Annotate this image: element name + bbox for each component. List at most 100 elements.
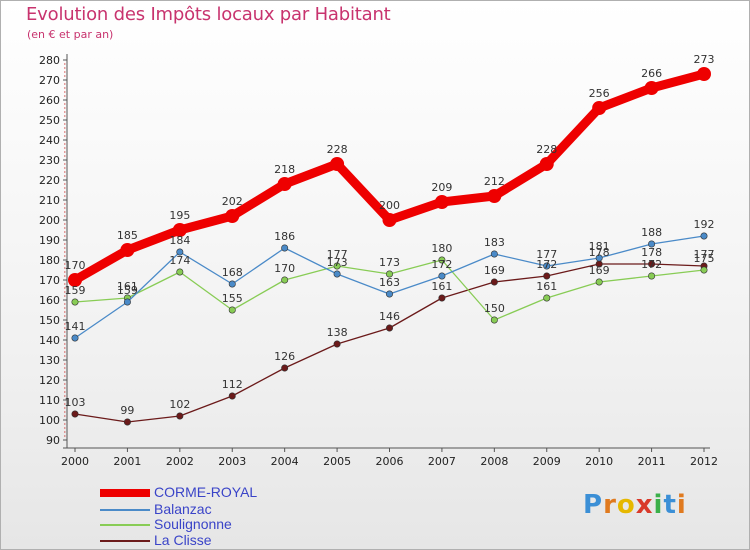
data-point xyxy=(539,157,554,171)
data-label: 161 xyxy=(431,280,452,293)
legend-swatch xyxy=(100,540,150,542)
data-label: 228 xyxy=(327,143,348,156)
data-point xyxy=(123,298,131,306)
data-label: 172 xyxy=(641,258,662,271)
y-tick-label: 230 xyxy=(39,154,60,167)
y-minor-tick xyxy=(64,75,66,77)
y-minor-tick xyxy=(64,311,66,313)
data-label: 173 xyxy=(327,256,348,269)
y-minor-tick xyxy=(64,151,66,153)
y-tick-label: 210 xyxy=(39,194,60,207)
data-label: 155 xyxy=(222,292,243,305)
y-minor-tick xyxy=(64,211,66,213)
x-tick-label: 2000 xyxy=(61,455,89,468)
y-minor-tick xyxy=(64,175,66,177)
data-label: 126 xyxy=(274,350,295,363)
legend-swatch xyxy=(100,489,150,497)
logo-letter: P xyxy=(583,490,604,520)
x-tick-label: 2007 xyxy=(428,455,456,468)
data-label: 177 xyxy=(327,248,348,261)
data-label: 273 xyxy=(694,53,715,66)
data-point xyxy=(228,306,236,314)
y-minor-tick xyxy=(64,91,66,93)
y-minor-tick xyxy=(64,375,66,377)
legend-swatch xyxy=(100,524,150,526)
data-point xyxy=(68,273,82,287)
y-minor-tick xyxy=(64,143,66,145)
legend-swatch xyxy=(100,509,150,511)
data-label: 150 xyxy=(484,302,505,315)
data-label: 184 xyxy=(169,234,190,247)
legend-label: Soulignonne xyxy=(154,516,232,532)
y-minor-tick xyxy=(64,131,66,133)
data-label: 169 xyxy=(589,264,610,277)
data-point xyxy=(595,278,603,286)
y-minor-tick xyxy=(64,267,66,269)
x-tick-label: 2009 xyxy=(533,455,561,468)
data-label: 102 xyxy=(169,398,190,411)
data-label: 181 xyxy=(589,240,610,253)
data-point xyxy=(648,240,656,248)
data-point xyxy=(487,189,502,203)
data-point xyxy=(71,298,79,306)
data-point xyxy=(71,334,79,342)
data-point xyxy=(281,276,289,284)
legend-item-la-clisse[interactable]: La Clisse xyxy=(100,532,360,550)
y-tick-label: 130 xyxy=(39,354,60,367)
y-tick-label: 90 xyxy=(46,434,60,447)
data-label: 103 xyxy=(65,396,86,409)
data-label: 183 xyxy=(484,236,505,249)
data-point xyxy=(333,270,341,278)
y-minor-tick xyxy=(64,327,66,329)
data-label: 185 xyxy=(117,229,138,242)
data-point xyxy=(225,209,240,223)
y-minor-tick xyxy=(64,415,66,417)
y-minor-tick xyxy=(64,163,66,165)
y-minor-tick xyxy=(64,395,66,397)
logo-letter: x xyxy=(635,490,654,520)
y-tick-label: 100 xyxy=(39,414,60,427)
data-point xyxy=(120,243,135,257)
y-minor-tick xyxy=(64,223,66,225)
data-point xyxy=(697,67,711,81)
legend-item-soulignonne[interactable]: Soulignonne xyxy=(100,516,360,534)
y-minor-tick xyxy=(64,235,66,237)
y-minor-tick xyxy=(64,231,66,233)
legend-item-corme-royal[interactable]: CORME-ROYAL xyxy=(100,484,360,502)
y-minor-tick xyxy=(64,103,66,105)
y-minor-tick xyxy=(64,335,66,337)
data-label: 256 xyxy=(589,87,610,100)
data-label: 202 xyxy=(222,195,243,208)
data-point xyxy=(490,316,498,324)
data-label: 172 xyxy=(431,258,452,271)
y-tick-label: 160 xyxy=(39,294,60,307)
data-point xyxy=(385,290,393,298)
y-minor-tick xyxy=(64,243,66,245)
legend-label: Balanzac xyxy=(154,501,212,517)
data-label: 170 xyxy=(274,262,295,275)
data-label: 169 xyxy=(484,264,505,277)
logo-letter: o xyxy=(616,490,636,520)
y-minor-tick xyxy=(64,307,66,309)
data-label: 177 xyxy=(536,248,557,261)
data-label: 180 xyxy=(431,242,452,255)
x-tick-label: 2002 xyxy=(166,455,194,468)
chart-subtitle: (en € et par an) xyxy=(27,28,114,41)
y-minor-tick xyxy=(64,355,66,357)
legend-label: La Clisse xyxy=(154,532,212,548)
y-minor-tick xyxy=(64,155,66,157)
y-minor-tick xyxy=(64,191,66,193)
data-point xyxy=(382,213,397,227)
legend-item-balanzac[interactable]: Balanzac xyxy=(100,501,360,519)
y-minor-tick xyxy=(64,95,66,97)
data-point xyxy=(281,244,289,252)
y-minor-tick xyxy=(64,387,66,389)
y-minor-tick xyxy=(64,371,66,373)
data-label: 195 xyxy=(169,209,190,222)
data-label: 141 xyxy=(65,320,86,333)
data-point xyxy=(176,248,184,256)
chart-title: Evolution des Impôts locaux par Habitant xyxy=(26,4,391,25)
y-minor-tick xyxy=(64,291,66,293)
y-minor-tick xyxy=(64,423,66,425)
data-label: 146 xyxy=(379,310,400,323)
